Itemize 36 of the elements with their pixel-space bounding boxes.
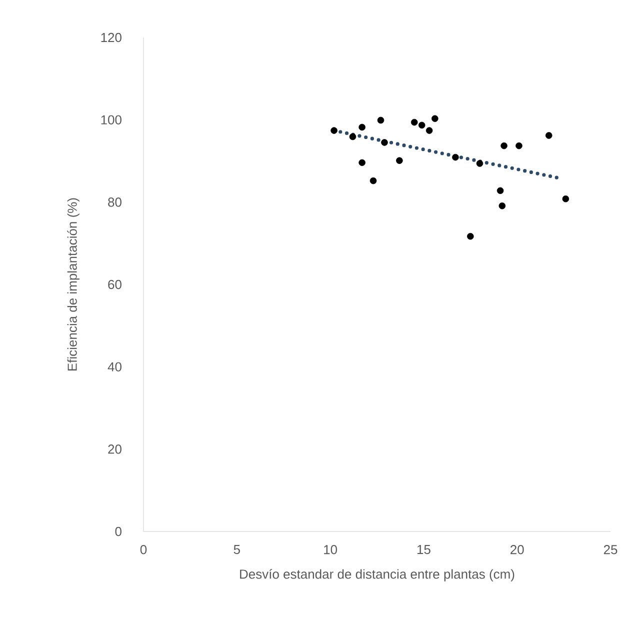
x-tick-label: 15 (417, 545, 430, 554)
point (426, 127, 433, 134)
x-tick-label: 5 (234, 545, 240, 554)
y-tick-label: 40 (108, 362, 122, 372)
point (562, 195, 570, 202)
point (410, 118, 418, 126)
y-axis-title: Eficiencia de implantación (%) (67, 198, 80, 371)
x-tick-label: 10 (324, 545, 338, 554)
y-tick-label: 0 (115, 526, 122, 536)
point (370, 177, 377, 184)
point (418, 122, 426, 129)
point (396, 157, 403, 164)
y-tick-label: 20 (108, 444, 122, 454)
x-tick-label: 0 (140, 545, 147, 554)
x-axis-title: Desvío estandar de distancia entre plantas (cm) (240, 569, 514, 582)
point (358, 124, 366, 131)
y-tick-label: 80 (108, 198, 122, 207)
point (432, 115, 438, 122)
y-tick-label: 60 (108, 280, 122, 290)
point (545, 132, 552, 139)
x-tick-label: 20 (510, 545, 524, 554)
point (496, 187, 504, 194)
y-tick-label: 120 (101, 32, 122, 42)
point (500, 142, 508, 150)
point (330, 127, 338, 134)
point (358, 159, 366, 166)
point (452, 154, 459, 161)
point (516, 142, 522, 150)
point (377, 116, 384, 124)
y-tick-label: 100 (101, 115, 122, 124)
point (498, 202, 506, 210)
point (467, 232, 474, 240)
point (349, 133, 356, 140)
point (381, 139, 388, 146)
x-tick-label: 25 (604, 545, 618, 554)
point (476, 160, 484, 167)
